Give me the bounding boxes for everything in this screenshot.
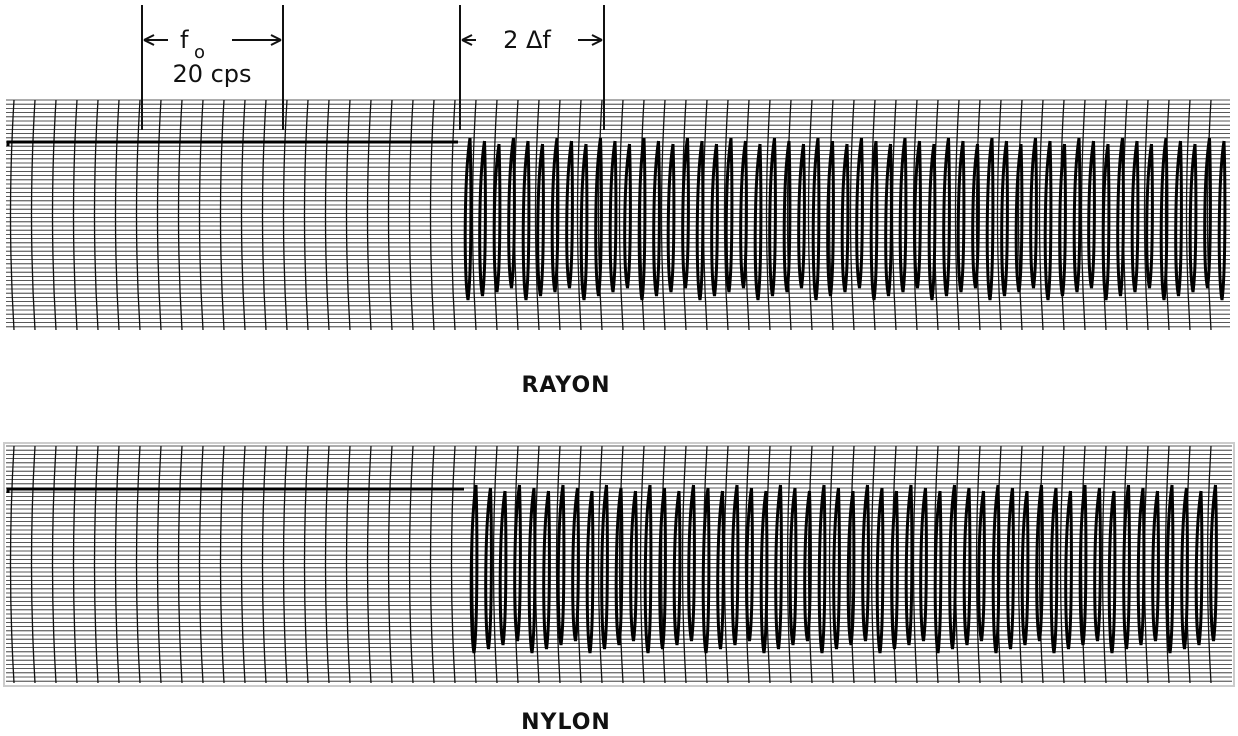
- arrow: [578, 35, 602, 45]
- panel-label: NYLON: [521, 710, 611, 735]
- f0-value: 20 cps: [172, 60, 251, 88]
- arrow: [144, 35, 168, 45]
- oscillogram: [4, 443, 1234, 686]
- oscillogram: [6, 100, 1230, 330]
- arrow: [462, 35, 476, 45]
- panel-label: RAYON: [521, 373, 610, 398]
- trace-rest: [8, 142, 458, 146]
- arrow: [232, 35, 281, 45]
- trace-oscillation: [465, 138, 1225, 300]
- trace-oscillation: [471, 485, 1216, 653]
- f0-symbol: f: [180, 26, 189, 54]
- panels: [4, 100, 1234, 686]
- figure: f o 20 cps 2 Δf RAYON NYLON: [0, 0, 1238, 736]
- deviation-label: 2 Δf: [503, 26, 551, 54]
